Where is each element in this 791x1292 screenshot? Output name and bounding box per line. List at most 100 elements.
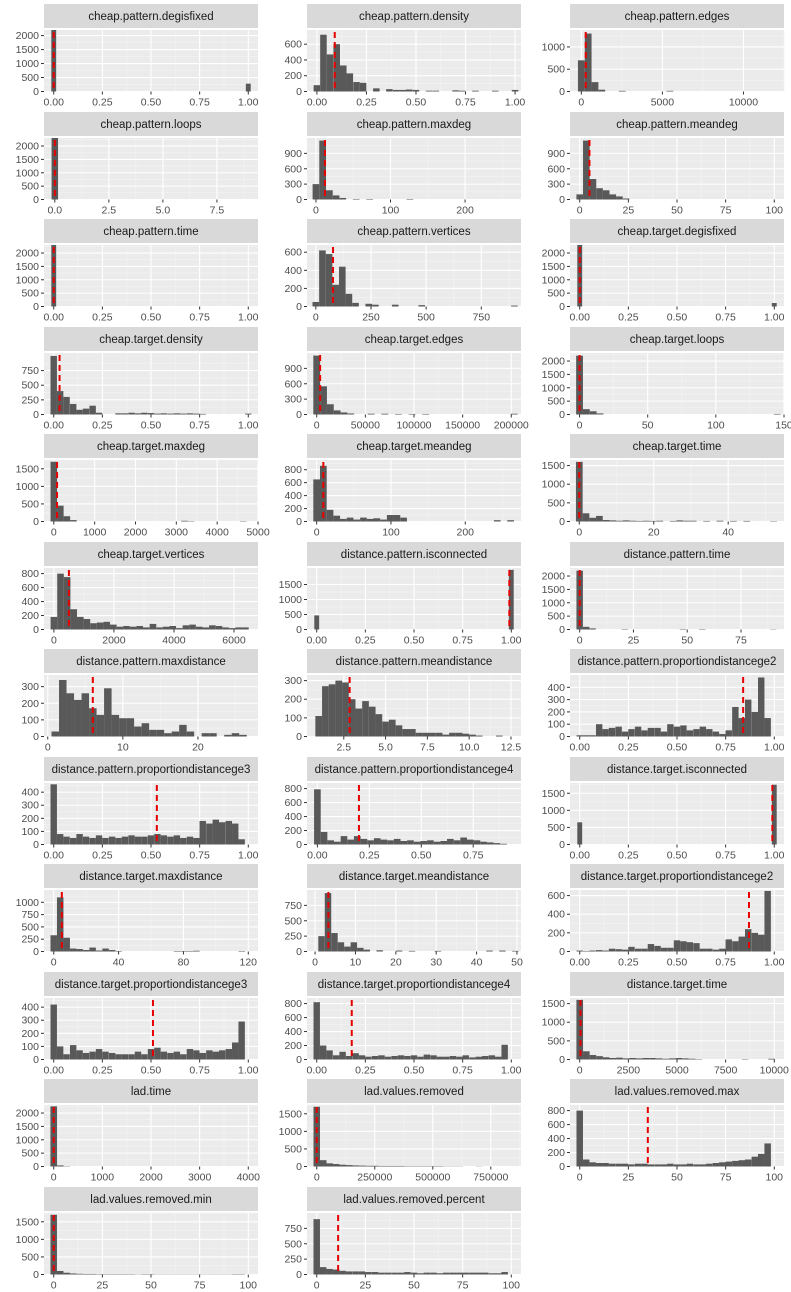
- histogram-bar: [621, 731, 629, 737]
- histogram-bar: [512, 950, 519, 952]
- histogram-bar: [340, 835, 348, 844]
- x-tick-label: 100: [382, 204, 400, 216]
- histogram-bar: [440, 840, 448, 844]
- histogram-bar: [89, 405, 96, 414]
- histogram-bar: [245, 83, 251, 92]
- histogram-bar: [673, 940, 681, 952]
- x-tick-label: 10.0: [459, 742, 480, 754]
- facet-strip: [570, 971, 784, 996]
- y-tick-label: 0: [559, 946, 565, 958]
- facet-title: cheap.target.time: [633, 441, 722, 453]
- histogram-bar: [315, 716, 323, 737]
- histogram-bar: [313, 1106, 320, 1167]
- histogram-bar: [716, 520, 724, 522]
- histogram-bar: [410, 1054, 418, 1059]
- histogram-bar: [386, 89, 393, 92]
- x-tick-label: 750000: [473, 1172, 508, 1184]
- y-tick-label: 500: [284, 1143, 302, 1155]
- histogram-bar: [417, 1272, 424, 1274]
- histogram-bar: [160, 1051, 168, 1059]
- histogram-bar: [595, 724, 603, 737]
- facet-svg: cheap.pattern.degisfixed 0.00 0.25 0.50 0.75…: [16, 4, 259, 109]
- histogram-bar: [404, 1055, 411, 1059]
- histogram-bar: [108, 836, 116, 844]
- x-tick-label: 0.25: [356, 97, 377, 109]
- y-tick-label: 500: [284, 915, 302, 927]
- x-tick-label: 0.50: [141, 97, 162, 109]
- histogram-bar: [602, 1056, 610, 1059]
- histogram-bar: [76, 409, 83, 414]
- x-tick-label: 1.00: [238, 849, 259, 861]
- histogram-bar: [57, 1165, 64, 1167]
- facet-svg: cheap.pattern.meandeg 0 25 50 75 100 0 300 600 90…: [547, 111, 784, 216]
- y-tick-label: 1000: [542, 382, 566, 394]
- facet-strip: [570, 219, 784, 243]
- facet-svg: cheap.pattern.maxdeg 0 100 200 0 300 600 900: [284, 111, 521, 216]
- histogram-bar: [415, 732, 423, 737]
- histogram-bar: [486, 841, 494, 844]
- y-tick-label: 1500: [16, 1121, 40, 1133]
- histogram-bar: [738, 1160, 746, 1167]
- histogram-bar: [115, 837, 122, 844]
- histogram-bar: [326, 189, 333, 199]
- histogram-bar: [50, 1214, 57, 1274]
- histogram-bar: [758, 677, 765, 737]
- y-tick-label: 0: [33, 731, 39, 743]
- histogram-bar: [395, 413, 402, 414]
- histogram-bar: [768, 1058, 775, 1059]
- y-tick-label: 250: [21, 934, 39, 946]
- histogram-bar: [318, 936, 325, 952]
- x-tick-label: 100: [503, 1279, 521, 1291]
- x-tick-label: 0.00: [307, 1064, 328, 1076]
- facet-strip: [307, 326, 521, 351]
- facet-panel: cheap.target.time 0 20 40 0 500 1000 1500: [526, 434, 790, 540]
- histogram-bar: [206, 823, 213, 844]
- y-tick-label: 600: [284, 797, 302, 809]
- x-tick-label: 40: [471, 957, 483, 969]
- y-tick-label: 250: [284, 931, 302, 943]
- x-tick-label: 0.50: [667, 312, 688, 324]
- histogram-bar: [50, 1106, 58, 1167]
- histogram-bar: [313, 355, 321, 414]
- histogram-bar: [493, 842, 501, 844]
- x-tick-label: 0.00: [44, 97, 65, 109]
- histogram-bar: [693, 1164, 700, 1167]
- x-tick-label: 0.50: [667, 849, 688, 861]
- x-tick-label: 10: [350, 957, 362, 969]
- x-tick-label: 0.00: [44, 1064, 65, 1076]
- histogram-bar: [771, 303, 777, 307]
- histogram-bar: [395, 950, 403, 952]
- histogram-bar: [481, 1055, 489, 1059]
- y-tick-label: 500: [547, 64, 565, 76]
- histogram-bar: [676, 520, 684, 522]
- histogram-bar: [346, 517, 354, 522]
- y-tick-label: 600: [284, 477, 302, 489]
- x-tick-label: 0: [314, 1279, 320, 1291]
- histogram-bar: [647, 1164, 655, 1167]
- histogram-bar: [232, 1041, 239, 1059]
- histogram-bar: [582, 735, 590, 737]
- histogram-bar: [622, 1057, 630, 1059]
- histogram-bar: [589, 410, 597, 414]
- facet-svg: cheap.target.density 0.00 0.25 0.50 0.75 1.00…: [21, 326, 259, 431]
- histogram-bar: [429, 732, 436, 737]
- histogram-bar: [647, 944, 655, 952]
- histogram-bar: [393, 515, 401, 522]
- x-tick-label: 7.5: [210, 204, 225, 216]
- y-tick-label: 400: [21, 786, 39, 798]
- histogram-bar: [609, 1057, 617, 1059]
- x-tick-label: 20: [648, 527, 660, 539]
- histogram-bar: [95, 1048, 103, 1059]
- x-tick-label: 0.25: [92, 97, 113, 109]
- histogram-bar: [319, 1045, 327, 1059]
- histogram-bar: [313, 1218, 320, 1274]
- histogram-bar: [596, 1055, 603, 1059]
- histogram-bar: [373, 837, 381, 844]
- facet-title: cheap.target.maxdeg: [97, 441, 205, 453]
- histogram-bar: [89, 947, 96, 952]
- y-tick-label: 500: [547, 288, 565, 300]
- panel-background: [570, 460, 784, 522]
- y-tick-label: 400: [284, 265, 302, 277]
- histogram-bar: [51, 30, 57, 92]
